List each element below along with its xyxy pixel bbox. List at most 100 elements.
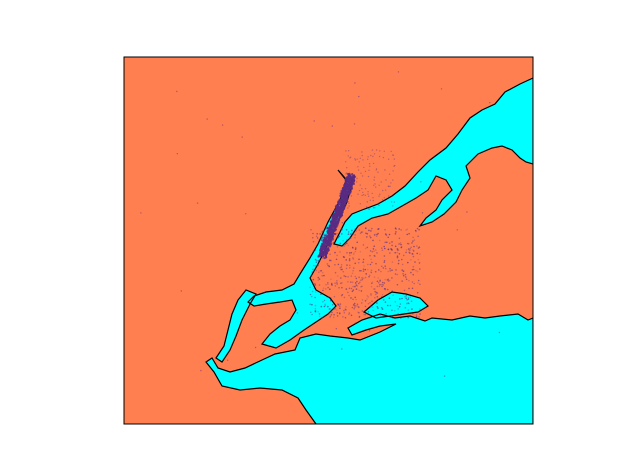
scatter-point bbox=[389, 270, 391, 272]
scatter-point bbox=[339, 303, 342, 305]
scatter-point bbox=[399, 242, 402, 244]
scatter-point bbox=[386, 279, 389, 281]
scatter-point bbox=[354, 82, 356, 84]
scatter-point bbox=[375, 262, 377, 265]
scatter-point bbox=[327, 249, 330, 252]
scatter-point bbox=[409, 252, 411, 254]
scatter-point bbox=[346, 184, 349, 187]
scatter-point bbox=[397, 262, 400, 265]
scatter-point bbox=[296, 312, 299, 314]
scatter-point bbox=[389, 269, 392, 272]
scatter-point bbox=[352, 289, 355, 291]
scatter-point bbox=[339, 210, 342, 214]
scatter-point bbox=[368, 274, 371, 277]
scatter-point bbox=[392, 194, 395, 197]
scatter-point bbox=[364, 188, 367, 190]
scatter-point bbox=[326, 236, 329, 239]
scatter-point bbox=[367, 191, 369, 193]
water-layer bbox=[206, 78, 533, 424]
scatter-point bbox=[342, 190, 345, 193]
scatter-point bbox=[321, 254, 324, 257]
scatter-point bbox=[361, 231, 364, 233]
scatter-point bbox=[414, 261, 416, 263]
scatter-point bbox=[362, 194, 365, 196]
scatter-point bbox=[374, 296, 376, 299]
scatter-point bbox=[352, 285, 354, 288]
scatter-point bbox=[378, 155, 381, 158]
scatter-point bbox=[329, 288, 331, 291]
scatter-point bbox=[359, 157, 361, 159]
scatter-point bbox=[329, 308, 332, 310]
scatter-point bbox=[369, 199, 371, 201]
scatter-point bbox=[372, 197, 374, 199]
scatter-point bbox=[357, 261, 360, 264]
scatter-point bbox=[392, 154, 394, 156]
scatter-point bbox=[408, 232, 410, 235]
scatter-point bbox=[408, 279, 410, 282]
scatter-point bbox=[354, 158, 356, 160]
scatter-point bbox=[377, 277, 380, 279]
scatter-point bbox=[345, 150, 347, 152]
scatter-point bbox=[394, 245, 397, 248]
scatter-point bbox=[341, 348, 343, 350]
scatter-point bbox=[334, 264, 336, 266]
scatter-point bbox=[350, 275, 353, 277]
scatter-point bbox=[350, 251, 353, 254]
scatter-point bbox=[330, 314, 333, 316]
scatter-point bbox=[321, 237, 323, 239]
scatter-point bbox=[324, 303, 327, 306]
scatter-point bbox=[353, 123, 356, 125]
scatter-point bbox=[357, 282, 360, 285]
scatter-point bbox=[329, 253, 331, 256]
scatter-point bbox=[369, 254, 371, 257]
scatter-point bbox=[334, 307, 336, 310]
scatter-point bbox=[351, 272, 354, 275]
scatter-point bbox=[406, 242, 409, 245]
scatter-point bbox=[351, 246, 354, 249]
scatter-point bbox=[339, 199, 342, 202]
scatter-point bbox=[384, 169, 386, 171]
scatter-point bbox=[374, 207, 376, 209]
scatter-point bbox=[413, 245, 415, 248]
scatter-point bbox=[176, 153, 178, 155]
scatter-point bbox=[388, 233, 391, 236]
scatter-point bbox=[396, 255, 399, 257]
scatter-point bbox=[348, 181, 351, 184]
scatter-point bbox=[370, 271, 372, 273]
scatter-point bbox=[370, 293, 372, 295]
scatter-point bbox=[347, 231, 350, 233]
scatter-point bbox=[361, 285, 363, 288]
scatter-point bbox=[317, 259, 320, 262]
scatter-point bbox=[350, 281, 352, 283]
scatter-point bbox=[330, 311, 333, 314]
scatter-point bbox=[357, 311, 359, 314]
scatter-point bbox=[411, 253, 414, 255]
scatter-point bbox=[405, 297, 408, 300]
scatter-point bbox=[336, 254, 338, 257]
scatter-point bbox=[310, 295, 313, 298]
scatter-point bbox=[498, 331, 501, 334]
scatter-point bbox=[323, 274, 325, 277]
scatter-point bbox=[350, 189, 353, 191]
scatter-point bbox=[330, 236, 333, 239]
scatter-point bbox=[356, 303, 359, 306]
scatter-point bbox=[388, 185, 390, 188]
coastline-outline bbox=[362, 291, 429, 319]
scatter-point bbox=[314, 308, 317, 310]
scatter-point bbox=[380, 270, 382, 273]
scatter-point bbox=[336, 315, 339, 317]
scatter-point bbox=[421, 212, 424, 214]
scatter-point bbox=[351, 173, 354, 176]
scatter-point bbox=[361, 310, 364, 312]
scatter-point bbox=[320, 293, 322, 295]
scatter-point bbox=[375, 149, 378, 151]
scatter-point bbox=[325, 248, 328, 251]
scatter-point bbox=[365, 272, 368, 275]
scatter-point bbox=[311, 271, 314, 273]
scatter-point bbox=[363, 313, 365, 316]
scatter-point bbox=[348, 313, 350, 316]
scatter-point bbox=[401, 269, 404, 271]
scatter-point bbox=[329, 315, 332, 318]
scatter-point bbox=[405, 249, 408, 251]
scatter-point bbox=[456, 229, 458, 231]
